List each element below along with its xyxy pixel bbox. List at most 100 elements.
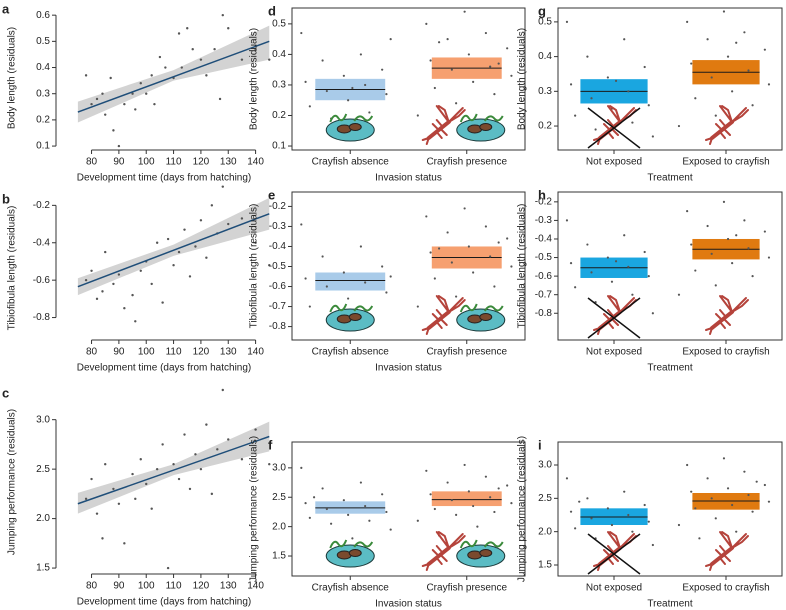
tadpole	[479, 123, 493, 131]
data-point	[101, 537, 104, 540]
x-axis-label: Treatment	[647, 363, 692, 374]
data-point	[210, 492, 214, 496]
x-tick-label: Crayfish presence	[426, 157, 507, 168]
data-point	[606, 507, 609, 510]
crayfish-icon	[421, 295, 466, 335]
confidence-interval	[315, 272, 386, 291]
x-axis-label: Invasion status	[375, 173, 442, 184]
data-point	[385, 510, 388, 514]
data-point	[112, 487, 115, 491]
crayfish-legs	[705, 531, 749, 571]
data-point	[188, 275, 192, 278]
data-point	[627, 265, 630, 268]
data-point	[117, 273, 121, 276]
data-point	[565, 20, 569, 23]
y-tick-label: 0.5	[272, 19, 286, 30]
panel-letter: g	[538, 3, 546, 18]
data-point	[722, 200, 726, 203]
data-point	[510, 265, 513, 268]
data-point	[450, 499, 453, 502]
data-point	[347, 297, 350, 300]
plot-frame	[291, 441, 526, 577]
data-point	[446, 231, 449, 234]
data-point	[416, 305, 419, 308]
y-tick-label: -0.5	[535, 252, 553, 263]
x-tick-label: Exposed to crayfish	[682, 157, 769, 168]
x-tick-label: Exposed to crayfish	[682, 583, 769, 594]
y-axis-label: Tibiofibula length (residuals)	[7, 206, 18, 331]
x-axis-label: Invasion status	[375, 363, 442, 374]
y-tick-label: 0.1	[36, 141, 50, 152]
data-point	[714, 284, 717, 287]
data-point	[586, 243, 589, 246]
data-point	[351, 537, 354, 540]
data-point	[364, 281, 367, 284]
data-point	[389, 275, 392, 278]
data-point	[606, 76, 609, 79]
data-point	[177, 477, 181, 481]
y-tick-label: 0.4	[538, 51, 552, 62]
data-point	[95, 297, 99, 301]
data-point	[698, 537, 701, 540]
data-point	[194, 245, 197, 248]
panel-letter: h	[538, 187, 546, 202]
data-point	[450, 261, 453, 264]
weed	[459, 303, 504, 313]
data-point	[493, 93, 496, 96]
data-point	[694, 269, 697, 272]
weed	[329, 113, 374, 123]
y-tick-label: 0.4	[272, 49, 286, 60]
x-tick-label: 140	[247, 581, 264, 592]
data-point	[686, 463, 689, 467]
data-point	[117, 502, 121, 505]
data-point	[751, 275, 754, 278]
data-point	[240, 217, 244, 220]
data-point	[747, 493, 750, 497]
y-tick-label: 1.5	[538, 560, 552, 571]
data-point	[183, 228, 186, 231]
data-point	[254, 48, 257, 51]
data-point	[594, 128, 597, 131]
data-point	[134, 497, 137, 501]
y-tick-label: -0.2	[535, 196, 553, 207]
data-point	[651, 543, 654, 547]
data-point	[177, 32, 181, 35]
data-point	[150, 282, 153, 286]
data-point	[706, 224, 709, 228]
data-point	[489, 255, 492, 258]
data-point	[574, 527, 577, 530]
pond-icon	[325, 113, 375, 142]
data-point	[134, 108, 137, 111]
data-point	[368, 111, 371, 114]
data-point	[586, 55, 589, 58]
confidence-band	[77, 197, 270, 296]
data-point	[747, 69, 750, 72]
data-point	[569, 262, 573, 265]
data-point	[425, 469, 428, 472]
plot-frame	[291, 7, 526, 151]
data-point	[166, 237, 170, 241]
data-point	[227, 222, 230, 226]
data-point	[647, 104, 650, 107]
data-point	[172, 263, 175, 267]
data-point	[631, 121, 634, 124]
data-point	[429, 59, 432, 62]
data-point	[123, 102, 126, 106]
data-point	[690, 62, 693, 65]
data-point	[139, 269, 142, 273]
data-point	[472, 504, 475, 508]
data-point	[308, 516, 311, 519]
data-point	[425, 215, 428, 218]
y-tick-label: -0.8	[269, 321, 287, 332]
data-point	[510, 74, 513, 77]
data-point	[172, 462, 175, 466]
data-point	[221, 185, 224, 188]
data-point	[308, 105, 311, 108]
data-point	[743, 219, 746, 222]
panel-letter: c	[2, 385, 9, 400]
tadpole	[348, 313, 362, 321]
crayfish-icon	[421, 105, 466, 145]
y-tick-label: 0.3	[272, 80, 286, 91]
data-point	[714, 114, 717, 117]
